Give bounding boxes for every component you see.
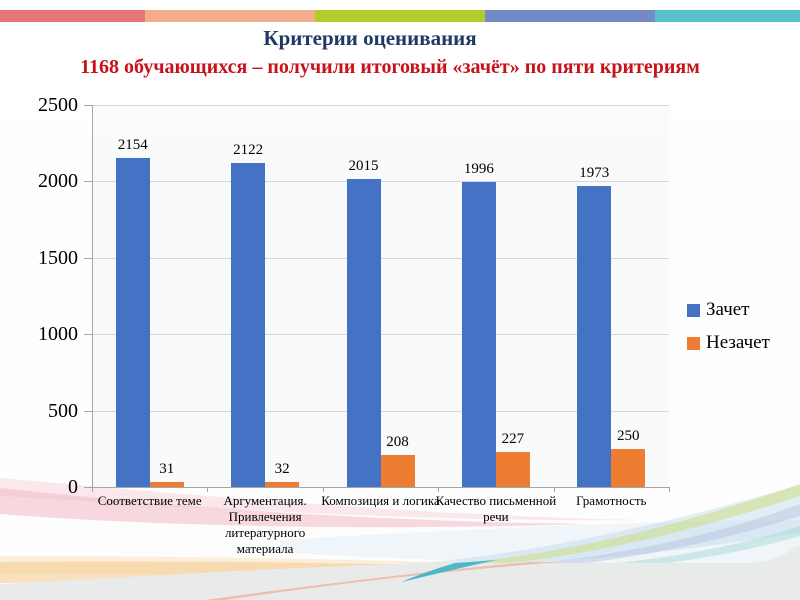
y-tick-mark-500 (84, 410, 92, 412)
x-tick-mark-5 (669, 487, 670, 492)
y-tick-mark-1500 (84, 257, 92, 259)
x-tick-mark-3 (438, 487, 440, 492)
legend-label-zachet: Зачет (706, 299, 750, 320)
gridline-500 (92, 410, 669, 412)
value-label-nezachet-3: 208 (386, 434, 409, 451)
category-label-3: Композиция и логика (321, 493, 440, 508)
y-tick-label-2500: 2500 (38, 94, 78, 116)
bar-zachet-5 (577, 185, 612, 487)
y-tick-mark-2000 (84, 181, 92, 183)
legend-swatch-zachet (687, 303, 700, 317)
y-tick-label-1500: 1500 (38, 246, 78, 269)
y-tick-mark-2500 (84, 105, 92, 106)
top-strip-segment-5 (655, 10, 800, 22)
value-label-nezachet-5: 250 (617, 427, 640, 444)
y-tick-label-2000: 2000 (38, 170, 78, 193)
gridline-2000 (92, 181, 669, 183)
value-label-nezachet-4: 227 (501, 431, 525, 448)
category-label-2: Аргументация. Привлечения литературного … (223, 493, 307, 556)
top-strip-segment-4 (485, 10, 655, 22)
slide-subtitle: 1168 обучающихся – получили итоговый «за… (80, 56, 700, 78)
gridline-2500 (92, 105, 669, 106)
y-tick-label-0: 0 (68, 476, 78, 498)
top-strip-segment-3 (315, 10, 485, 22)
top-strip-segment-2 (145, 10, 315, 22)
value-label-zachet-3: 2015 (348, 158, 379, 175)
gridline-1000 (92, 334, 669, 336)
bar-zachet-2 (231, 162, 266, 487)
bottom-swoosh-decoration (0, 478, 800, 600)
value-label-nezachet-2: 32 (274, 461, 290, 478)
value-label-zachet-2: 2122 (233, 141, 264, 158)
bar-nezachet-4 (495, 452, 530, 487)
category-label-4: Качество письменной речи (435, 493, 557, 524)
x-tick-mark-4 (553, 487, 555, 492)
bar-nezachet-1 (149, 482, 184, 487)
legend-item-zachet: Зачет (687, 299, 770, 321)
value-label-nezachet-1: 31 (159, 461, 175, 478)
y-tick-mark-1000 (84, 334, 92, 336)
category-label-5: Грамотность (576, 493, 647, 508)
value-label-zachet-1: 2154 (117, 136, 148, 153)
chart-legend: Зачет Незачет (687, 299, 770, 354)
legend-item-nezachet: Незачет (687, 332, 770, 354)
legend-swatch-nezachet (687, 336, 700, 350)
plot-area (92, 105, 669, 487)
bar-nezachet-5 (611, 448, 646, 487)
y-tick-label-1000: 1000 (38, 323, 78, 346)
x-axis-line (84, 487, 669, 488)
category-label-1: Соответствие теме (97, 493, 202, 508)
top-strip-segment-1 (0, 10, 145, 22)
bar-nezachet-3 (380, 455, 415, 487)
bar-nezachet-2 (265, 482, 300, 487)
bar-zachet-1 (115, 157, 150, 487)
y-axis-line (92, 105, 93, 487)
slide-title: Критерии оценивания (263, 26, 477, 50)
legend-label-nezachet: Незачет (706, 332, 770, 353)
value-label-zachet-5: 1973 (579, 164, 610, 181)
bar-zachet-4 (461, 182, 496, 487)
value-label-zachet-4: 1996 (463, 161, 494, 177)
x-tick-mark-1 (207, 487, 209, 492)
x-tick-mark-2 (322, 487, 324, 492)
gridline-1500 (92, 257, 669, 259)
x-tick-mark-0 (92, 487, 93, 492)
bar-zachet-3 (346, 179, 381, 487)
y-tick-label-500: 500 (48, 399, 78, 422)
top-color-strip (0, 10, 800, 22)
